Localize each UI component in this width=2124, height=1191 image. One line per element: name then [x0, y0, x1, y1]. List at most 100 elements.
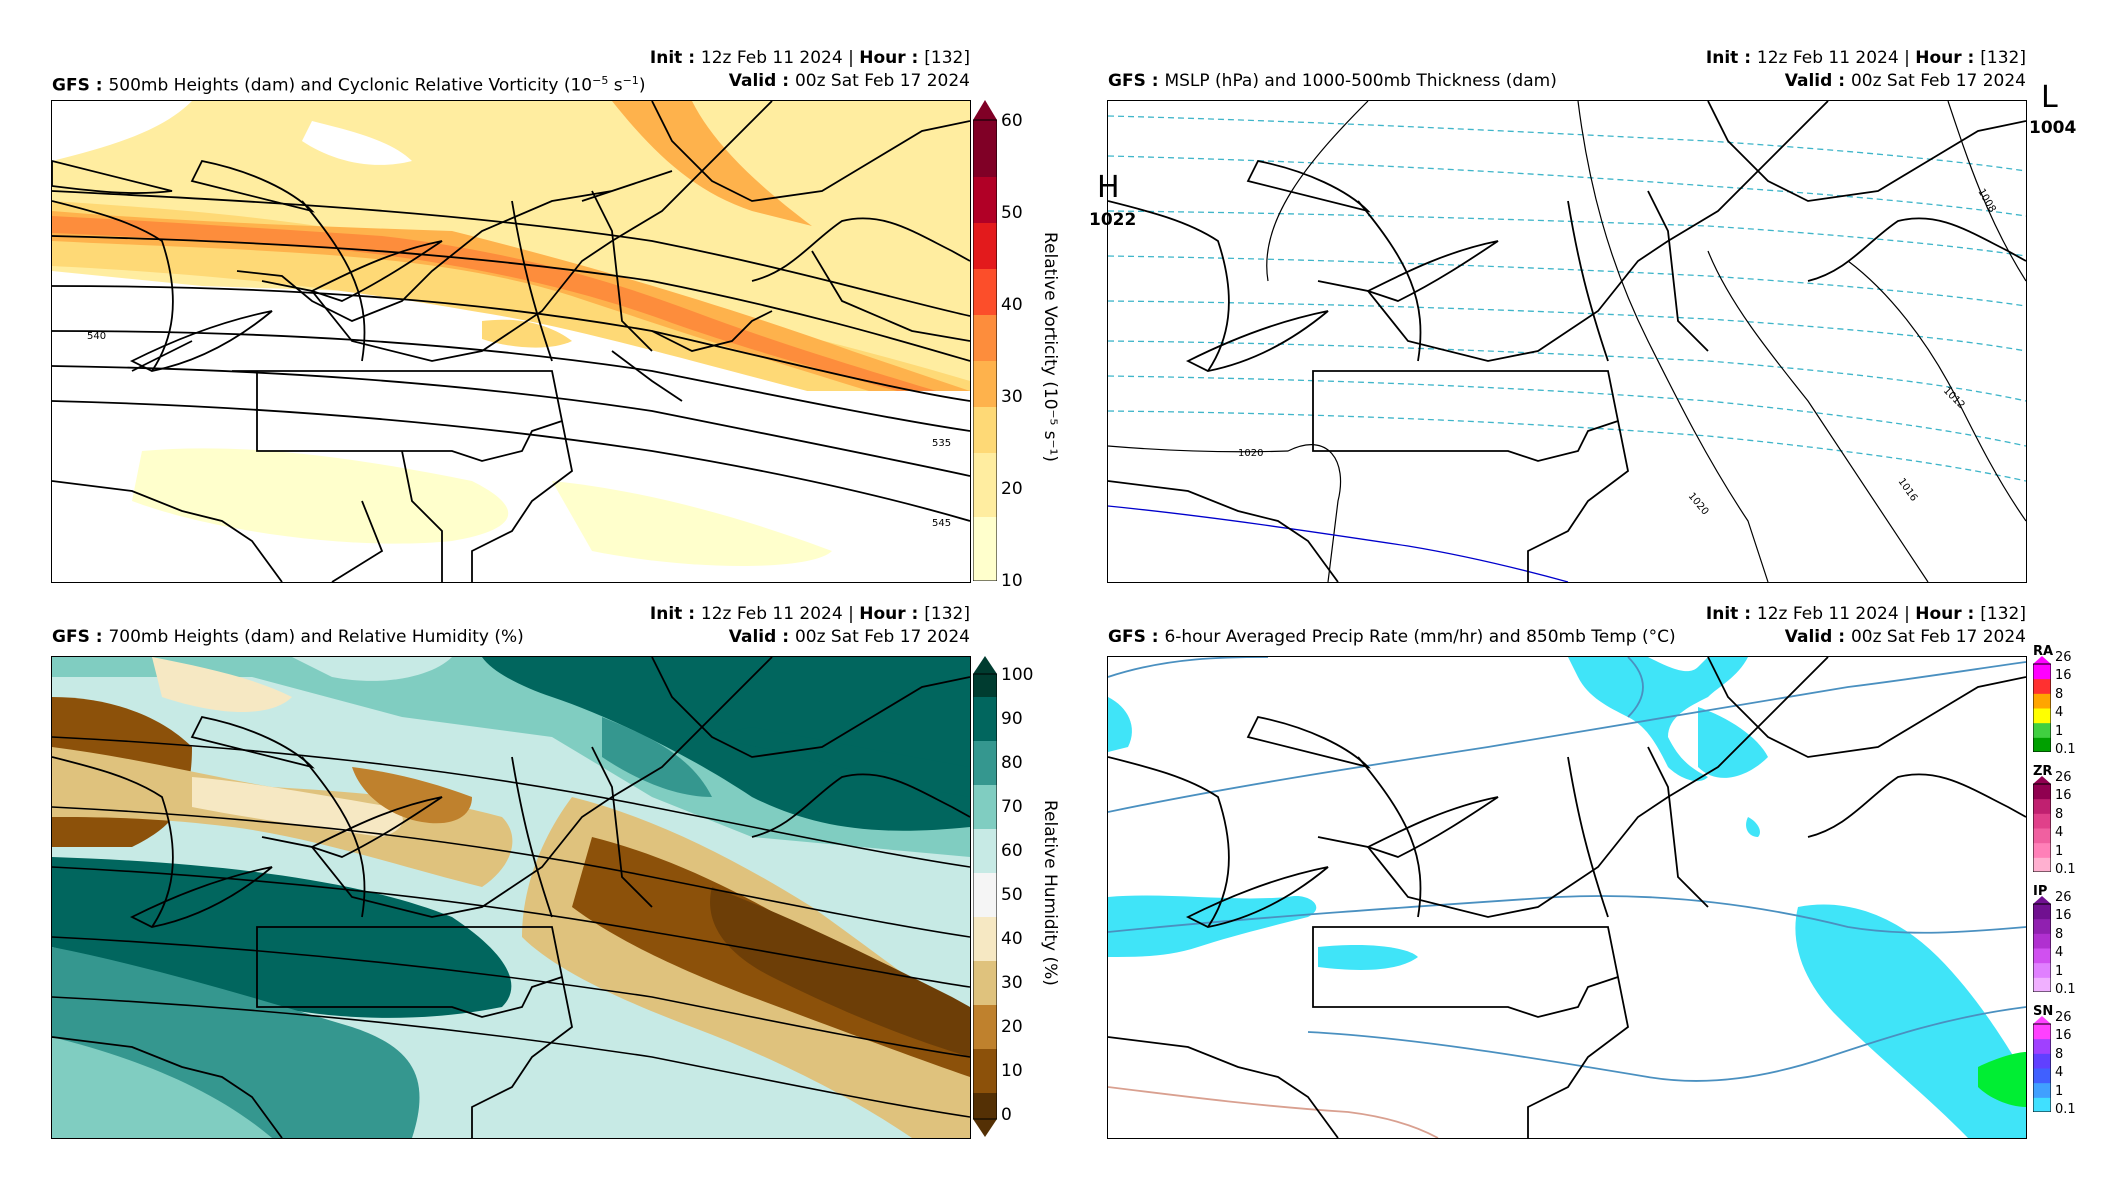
ptype-tick: 1: [2055, 1083, 2064, 1099]
contour-label: 545: [932, 518, 951, 529]
state-borders: [52, 657, 970, 1138]
ptype-code-sn: SN: [2033, 1004, 2054, 1019]
map-precip: [1107, 656, 2027, 1139]
colorbar-tick: 20: [1001, 479, 1023, 499]
rh-shading: [52, 657, 970, 1138]
height-contours: [52, 190, 970, 522]
init-line: Init : 12z Feb 11 2024 | Hour : [132]: [649, 48, 970, 68]
ptype-code-zr: ZR: [2033, 764, 2053, 779]
colorbar-tick: 20: [1001, 1017, 1023, 1037]
rh-colorbar: [972, 656, 998, 1137]
ptype-tick: 1: [2055, 843, 2064, 859]
ptype-tick: 8: [2055, 926, 2064, 942]
ptype-tick: 8: [2055, 806, 2064, 822]
ptype-tick: 26: [2055, 770, 2072, 785]
low-pressure-value: 1004: [2029, 118, 2077, 138]
valid-line: Valid : 00z Sat Feb 17 2024: [1784, 71, 2026, 91]
ptype-tick: 8: [2055, 1046, 2064, 1062]
map-500mb-vorticity: 540 535 545: [51, 100, 971, 583]
great-lakes: [1185, 715, 1499, 928]
ptype-tick: 4: [2055, 945, 2064, 961]
colorbar-tick: 100: [1001, 665, 1034, 685]
ptype-code-ip: IP: [2033, 884, 2048, 899]
contour-labels: 1008 1012 1016 1020 1020: [1238, 187, 1998, 517]
ptype-tick: 4: [2055, 705, 2064, 721]
contour-label: 1016: [1896, 476, 1920, 503]
valid-line: Valid : 00z Sat Feb 17 2024: [728, 71, 970, 91]
init-line: Init : 12z Feb 11 2024 | Hour : [132]: [649, 604, 970, 624]
ptype-colorbar-ip: [2032, 896, 2052, 993]
ptype-colorbar-zr: [2032, 776, 2052, 873]
colorbar-tick: 10: [1001, 1061, 1023, 1081]
colorbar-tick: 60: [1001, 111, 1023, 131]
great-lakes: [129, 715, 443, 928]
panel-title: GFS : MSLP (hPa) and 1000-500mb Thicknes…: [1108, 71, 1557, 91]
ptype-tick: 0.1: [2055, 862, 2076, 877]
colorbar-tick: 60: [1001, 841, 1023, 861]
state-borders: [1108, 657, 2026, 1138]
high-pressure-symbol: H: [1097, 170, 1120, 205]
colorbar-label: Relative Vorticity (10⁻⁵ s⁻¹): [1040, 232, 1060, 462]
ptype-tick: 4: [2055, 1065, 2064, 1081]
init-line: Init : 12z Feb 11 2024 | Hour : [132]: [1705, 604, 2026, 624]
panel-title: GFS : 500mb Heights (dam) and Cyclonic R…: [52, 74, 646, 96]
colorbar-tick: 90: [1001, 709, 1023, 729]
vorticity-colorbar: [972, 100, 998, 582]
rain-precip: [1978, 1052, 2026, 1107]
ptype-tick: 1: [2055, 963, 2064, 979]
ptype-tick: 1: [2055, 723, 2064, 739]
low-pressure-symbol: L: [2041, 80, 2058, 115]
ptype-tick: 16: [2055, 668, 2072, 684]
ptype-colorbar-ra: [2032, 656, 2052, 753]
contour-label: 1008: [1975, 187, 1997, 215]
high-pressure-value: 1022: [1089, 210, 1137, 230]
colorbar-tick: 40: [1001, 295, 1023, 315]
ptype-tick: 16: [2055, 908, 2072, 924]
colorbar-tick: 70: [1001, 797, 1023, 817]
ptype-code-ra: RA: [2033, 644, 2054, 659]
contour-labels: 540 535 545: [87, 331, 951, 529]
map-mslp: 1008 1012 1016 1020 1020: [1107, 100, 2027, 583]
contour-label: 540: [87, 331, 106, 342]
great-lakes: [1185, 159, 1499, 372]
colorbar-label: Relative Humidity (%): [1040, 800, 1060, 986]
height-contours: [52, 736, 970, 1118]
contour-label: 1012: [1941, 385, 1967, 411]
ptype-tick: 0.1: [2055, 982, 2076, 997]
ptype-tick: 26: [2055, 1010, 2072, 1025]
ptype-tick: 4: [2055, 825, 2064, 841]
contour-label: 1020: [1238, 448, 1263, 459]
ptype-tick: 16: [2055, 788, 2072, 804]
ptype-tick: 0.1: [2055, 742, 2076, 757]
map-700mb-rh: [51, 656, 971, 1139]
ptype-tick: 16: [2055, 1028, 2072, 1044]
contour-label: 1020: [1686, 491, 1711, 518]
colorbar-tick: 40: [1001, 929, 1023, 949]
panel-title: GFS : 700mb Heights (dam) and Relative H…: [52, 627, 524, 647]
ptype-tick: 8: [2055, 686, 2064, 702]
colorbar-tick: 0: [1001, 1105, 1012, 1125]
ptype-tick: 0.1: [2055, 1102, 2076, 1117]
panel-title: GFS : 6-hour Averaged Precip Rate (mm/hr…: [1108, 627, 1676, 647]
ptype-tick: 26: [2055, 890, 2072, 905]
freezing-line: [1108, 505, 1569, 582]
isobars: [1108, 101, 2026, 582]
warm-temp-contour: [1108, 1086, 1439, 1138]
ptype-tick: 26: [2055, 650, 2072, 665]
init-line: Init : 12z Feb 11 2024 | Hour : [132]: [1705, 48, 2026, 68]
thickness-contours: [1108, 115, 2026, 482]
colorbar-tick: 50: [1001, 885, 1023, 905]
colorbar-tick: 80: [1001, 753, 1023, 773]
colorbar-tick: 10: [1001, 571, 1023, 591]
valid-line: Valid : 00z Sat Feb 17 2024: [728, 627, 970, 647]
colorbar-tick: 30: [1001, 973, 1023, 993]
valid-line: Valid : 00z Sat Feb 17 2024: [1784, 627, 2026, 647]
vorticity-shading: [52, 101, 970, 582]
state-borders: [1108, 101, 2026, 582]
contour-label: 535: [932, 438, 951, 449]
colorbar-tick: 30: [1001, 387, 1023, 407]
colorbar-tick: 50: [1001, 203, 1023, 223]
great-lakes: [52, 159, 443, 372]
temp-850-contours: [1108, 657, 2026, 1082]
state-borders: [52, 101, 970, 582]
